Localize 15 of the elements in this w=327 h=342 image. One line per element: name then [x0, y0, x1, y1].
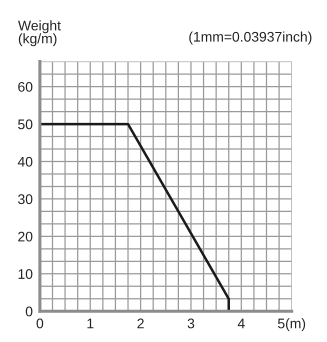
x-tick-label: 1 — [87, 318, 94, 328]
x-tick-label: 5(m) — [278, 318, 306, 332]
y-tick-label: 10 — [18, 269, 32, 279]
text: (1mm=0.03937inch) — [189, 32, 312, 44]
x-tick-label: 3 — [188, 318, 194, 328]
y-tick-label: 30 — [18, 194, 32, 204]
x-tick-label: 0 — [36, 318, 44, 328]
x-tick-label: 2 — [137, 318, 144, 328]
y-tick-label: 0 — [26, 306, 32, 316]
y-tick-label: 20 — [18, 232, 32, 242]
y-tick-label: 60 — [18, 82, 32, 92]
x-tick-label: 4 — [238, 318, 245, 328]
y-tick-label: 50 — [18, 119, 32, 130]
y-tick-label: 40 — [18, 156, 32, 167]
y-axis-title: Weight (kg/m) — [18, 20, 61, 46]
